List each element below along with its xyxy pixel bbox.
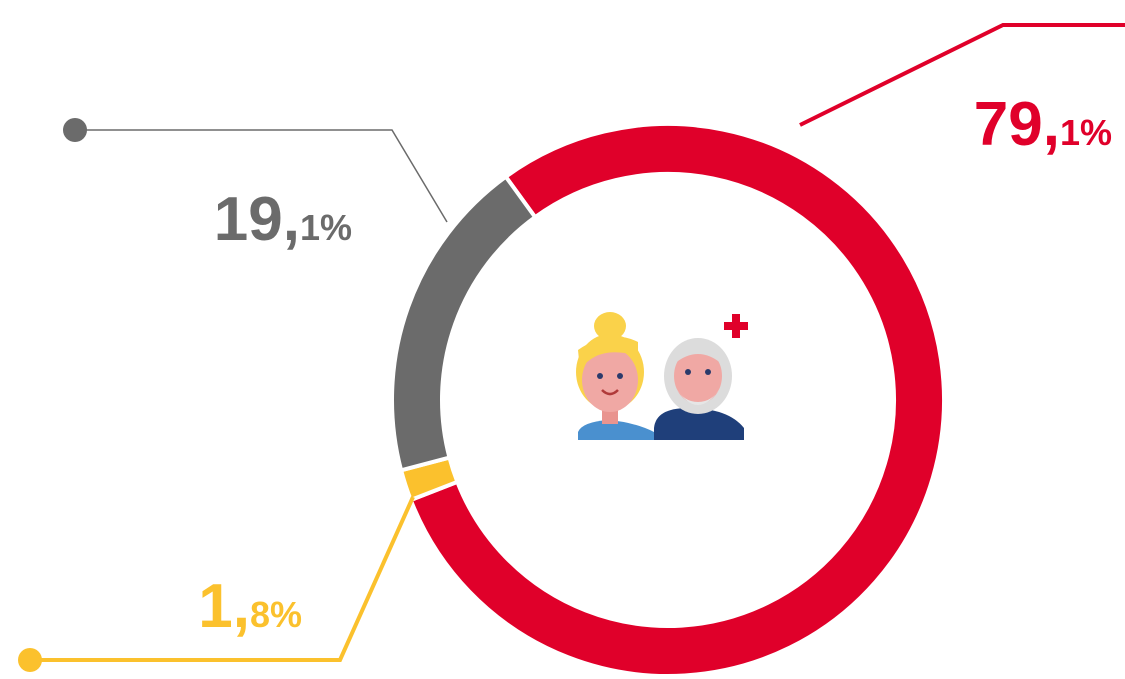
leader-dot [63,118,87,142]
donut [392,124,944,676]
value-label: 19,1% [214,185,352,254]
page: {"chart_data": {"type": "donut", "values… [0,0,1125,679]
value-label: 79,1% [974,90,1112,159]
leader-line [800,25,1125,125]
donut-slice [392,177,535,471]
leader-lines [18,25,1125,672]
center-icon [576,312,748,440]
chart: 79,1% 1,8% 19,1% [0,0,1125,679]
leader-dot [18,648,42,672]
value-label: 1,8% [198,572,302,641]
